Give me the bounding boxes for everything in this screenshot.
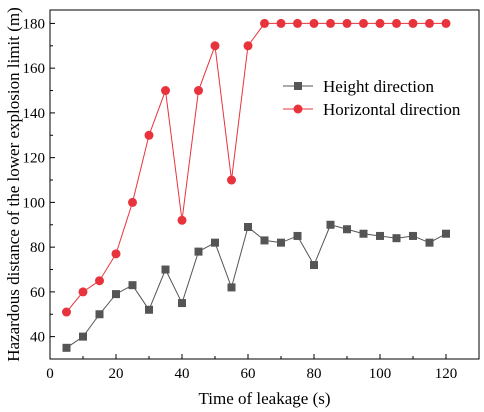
data-point xyxy=(79,332,87,341)
x-tick-label: 60 xyxy=(241,366,256,382)
data-point xyxy=(441,18,451,28)
x-tick-label: 80 xyxy=(307,366,322,382)
data-point xyxy=(309,18,319,28)
data-point xyxy=(293,231,302,240)
data-point xyxy=(194,247,203,256)
data-point xyxy=(425,238,434,247)
legend-item: Height direction xyxy=(283,77,434,96)
axis-ticks: 0 20 40 60 80 100 120 40 60 80 100 120 140 160 180 xyxy=(23,16,458,382)
data-point xyxy=(227,175,236,185)
data-point xyxy=(277,238,285,247)
y-tick-label: 160 xyxy=(23,61,46,77)
series-line xyxy=(66,22,446,313)
data-point xyxy=(194,86,203,96)
data-point xyxy=(326,18,335,28)
y-tick-label: 140 xyxy=(23,106,46,122)
y-tick-label: 40 xyxy=(30,330,45,346)
data-point xyxy=(442,229,450,238)
data-point xyxy=(211,238,219,247)
data-point xyxy=(227,283,236,292)
legend-marker xyxy=(293,104,303,114)
data-point xyxy=(178,299,186,308)
data-point xyxy=(293,18,302,28)
data-point xyxy=(392,234,401,243)
data-point xyxy=(161,86,170,96)
data-point xyxy=(62,343,71,352)
data-point xyxy=(62,307,71,317)
series-horizontal xyxy=(62,18,451,317)
y-axis-title: Hazardous distance of the lower explosio… xyxy=(4,7,23,362)
data-point xyxy=(177,215,187,225)
data-point xyxy=(326,220,335,229)
y-tick-label: 180 xyxy=(23,16,46,32)
data-point xyxy=(95,310,104,319)
data-point xyxy=(310,261,318,270)
x-tick-label: 0 xyxy=(46,366,54,382)
legend-label: Horizontal direction xyxy=(323,100,461,119)
data-point xyxy=(359,18,368,28)
data-point xyxy=(375,18,385,28)
x-axis-title: Time of leakage (s) xyxy=(198,389,330,408)
series-line xyxy=(66,224,447,349)
data-point xyxy=(343,225,351,234)
data-point xyxy=(210,41,220,51)
y-tick-label: 60 xyxy=(30,285,45,301)
data-point xyxy=(342,18,352,28)
legend-item: Horizontal direction xyxy=(283,100,461,119)
data-point xyxy=(112,290,120,299)
data-point xyxy=(260,18,269,28)
legend-label: Height direction xyxy=(323,77,434,96)
data-point xyxy=(376,231,384,240)
data-point xyxy=(111,249,121,259)
data-point xyxy=(276,18,286,28)
data-point xyxy=(408,18,418,28)
data-point xyxy=(78,287,88,297)
data-point xyxy=(260,236,269,245)
y-tick-label: 120 xyxy=(23,151,46,167)
legend-marker xyxy=(294,82,302,90)
data-point xyxy=(243,41,253,51)
data-point xyxy=(244,223,252,232)
y-tick-label: 100 xyxy=(23,195,46,211)
legend: Height direction Horizontal direction xyxy=(283,77,461,119)
data-point xyxy=(161,265,170,274)
data-point xyxy=(425,18,434,28)
y-tick-label: 80 xyxy=(30,240,45,256)
data-point xyxy=(95,276,104,286)
data-point xyxy=(145,305,153,314)
plot-frame xyxy=(49,9,480,360)
series-layer xyxy=(62,18,451,352)
data-point xyxy=(144,130,154,140)
data-point xyxy=(128,281,137,290)
data-point xyxy=(128,197,137,207)
x-tick-label: 120 xyxy=(435,366,458,382)
x-tick-label: 40 xyxy=(175,366,190,382)
x-tick-label: 20 xyxy=(109,366,124,382)
data-point xyxy=(359,229,368,238)
data-point xyxy=(409,231,417,240)
x-tick-label: 100 xyxy=(369,366,392,382)
data-point xyxy=(392,18,401,28)
series-height xyxy=(62,220,450,352)
